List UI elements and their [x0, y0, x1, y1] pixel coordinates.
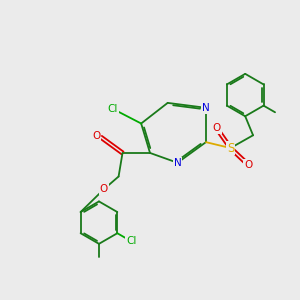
- Text: N: N: [202, 103, 210, 113]
- Text: Cl: Cl: [107, 104, 118, 114]
- Text: O: O: [244, 160, 252, 170]
- Text: O: O: [213, 123, 221, 134]
- Text: S: S: [227, 142, 234, 154]
- Text: O: O: [92, 131, 101, 141]
- Text: Cl: Cl: [126, 236, 136, 246]
- Text: O: O: [100, 184, 108, 194]
- Text: N: N: [174, 158, 182, 168]
